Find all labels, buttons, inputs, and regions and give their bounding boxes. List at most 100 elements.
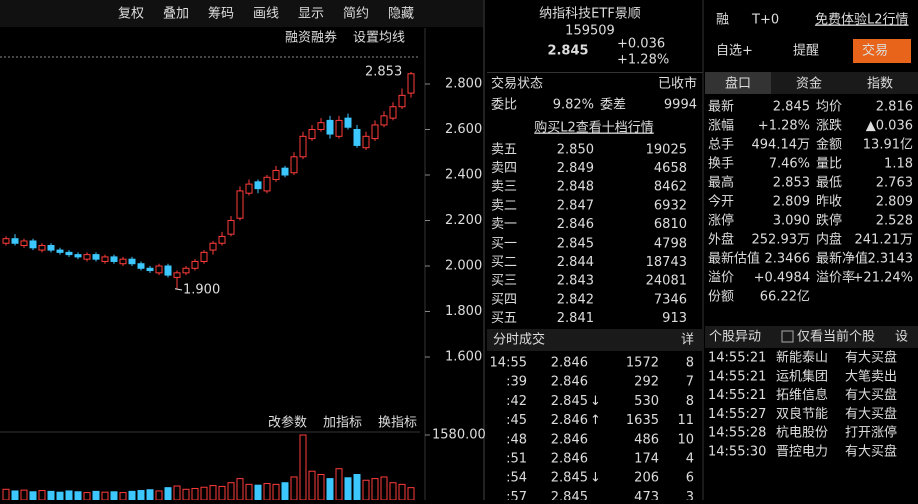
trade-arrow: ↓ xyxy=(590,471,601,486)
book-label: 卖二 xyxy=(491,198,517,213)
book-volume: 19025 xyxy=(646,143,687,158)
book-price: 2.844 xyxy=(557,255,594,270)
trade-price: 2.846 xyxy=(551,413,588,428)
volume-bar xyxy=(362,479,370,501)
quote-label: 最新净值 xyxy=(816,251,868,267)
book-label: 买三 xyxy=(491,274,517,289)
volume-bar xyxy=(20,489,28,501)
volume-bar xyxy=(371,478,379,501)
l2-link[interactable]: 免费体验L2行情 xyxy=(815,12,909,28)
quote-value: 2.853 xyxy=(773,176,810,191)
volume-bar xyxy=(74,491,82,501)
indicator-link[interactable]: 加指标 xyxy=(323,416,362,431)
tag[interactable]: T+0 xyxy=(751,13,779,28)
tab[interactable]: 指数 xyxy=(867,77,893,92)
book-price: 2.847 xyxy=(557,198,594,213)
volume-bar xyxy=(272,483,280,501)
candle-body xyxy=(110,256,118,262)
toolbar-button[interactable]: 复权 xyxy=(118,6,144,22)
alert-stock[interactable]: 拓维信息 xyxy=(776,387,828,403)
toolbar-button[interactable]: 筹码 xyxy=(208,6,234,22)
quote-label: 均价 xyxy=(816,100,842,115)
candle-body xyxy=(65,251,73,256)
candle-body xyxy=(245,183,253,194)
trade-volume: 206 xyxy=(634,471,659,486)
tab[interactable]: 资金 xyxy=(796,76,822,92)
candle-body xyxy=(353,129,361,146)
book-label: 买四 xyxy=(491,292,517,307)
alert-button[interactable]: 提醒 xyxy=(793,43,819,59)
price: 2.845 xyxy=(547,44,588,59)
chart-link[interactable]: 融资融券 xyxy=(285,30,337,46)
alert-stock[interactable]: 晋控电力 xyxy=(776,445,828,460)
l2-link[interactable]: 购买L2查看十档行情 xyxy=(534,120,654,136)
candle-body xyxy=(164,265,172,276)
volume-bar xyxy=(389,482,397,501)
book-volume: 913 xyxy=(662,311,687,326)
trade-button[interactable]: 交易 xyxy=(862,43,888,59)
book-price: 2.850 xyxy=(557,143,594,158)
alert-event: 有大买盘 xyxy=(845,406,897,422)
indicator-link[interactable]: 换指标 xyxy=(378,416,417,431)
label: 委比 xyxy=(491,98,517,113)
candle-body xyxy=(137,263,145,269)
toolbar xyxy=(0,0,483,27)
book-label: 买一 xyxy=(491,237,517,252)
quote-value: 252.93万 xyxy=(752,233,811,248)
toolbar-button[interactable]: 画线 xyxy=(253,7,279,22)
alerts-filter[interactable]: 仅看当前个股 xyxy=(797,329,875,345)
title: 纳指科技ETF景顺 xyxy=(539,7,641,22)
quote-value: 2.3466 xyxy=(765,252,811,267)
checkbox[interactable] xyxy=(781,330,794,343)
candle-body xyxy=(146,267,154,272)
trade-count: 10 xyxy=(677,432,694,447)
toolbar-button[interactable]: 显示 xyxy=(298,7,324,22)
book-volume: 24081 xyxy=(646,274,687,289)
alerts-title: 个股异动 xyxy=(709,330,761,345)
trades-detail[interactable]: 详 xyxy=(681,333,694,348)
volume-bar xyxy=(173,485,181,501)
alert-time: 14:55:21 xyxy=(708,369,766,384)
toolbar-button[interactable]: 隐藏 xyxy=(388,7,414,22)
toolbar-button[interactable]: 叠加 xyxy=(163,7,189,22)
candle-body xyxy=(218,235,226,244)
value: 9.82% xyxy=(553,98,594,113)
volume-bar xyxy=(326,478,334,501)
max-label: 2.853 xyxy=(365,65,402,80)
alert-stock[interactable]: 杭电股份 xyxy=(776,426,828,441)
alert-stock[interactable]: 双良节能 xyxy=(776,406,828,422)
trade-volume: 1572 xyxy=(626,356,659,371)
alerts-settings[interactable]: 设 xyxy=(895,330,908,345)
candle-body xyxy=(155,265,163,274)
candle-body xyxy=(407,73,415,94)
tab[interactable]: 盘口 xyxy=(725,76,751,92)
toolbar-button[interactable]: 简约 xyxy=(343,6,369,22)
watch-button[interactable]: 自选+ xyxy=(716,44,753,59)
volume-bar xyxy=(101,491,109,501)
volume-bar xyxy=(236,478,244,501)
trade-arrow: ↓ xyxy=(590,394,601,409)
tag[interactable]: 融 xyxy=(716,13,729,28)
alert-event: 有大买盘 xyxy=(845,387,897,403)
y-tick-label: 2.800 xyxy=(445,77,482,92)
trade-count: 8 xyxy=(686,356,694,371)
volume-bar xyxy=(398,483,406,501)
chart-link[interactable]: 设置均线 xyxy=(353,31,405,46)
candle-body xyxy=(236,190,244,219)
quote-label: 份额 xyxy=(708,290,734,305)
alert-stock[interactable]: 新能泰山 xyxy=(776,350,828,366)
trade-time: :57 xyxy=(506,490,527,500)
indicator-link[interactable]: 改参数 xyxy=(268,415,307,431)
book-volume: 8462 xyxy=(654,180,687,195)
candle-body xyxy=(209,242,217,251)
min-label: 1.900 xyxy=(183,283,220,298)
candle-body xyxy=(191,260,199,269)
candle-body xyxy=(119,258,127,265)
volume-bar xyxy=(11,490,19,501)
candle-body xyxy=(317,122,325,131)
alert-stock[interactable]: 运机集团 xyxy=(776,368,828,384)
trade-button-bg[interactable] xyxy=(853,39,911,63)
quote-value: 2.528 xyxy=(876,214,913,229)
candle-body xyxy=(371,124,379,140)
candle-body xyxy=(29,240,37,249)
